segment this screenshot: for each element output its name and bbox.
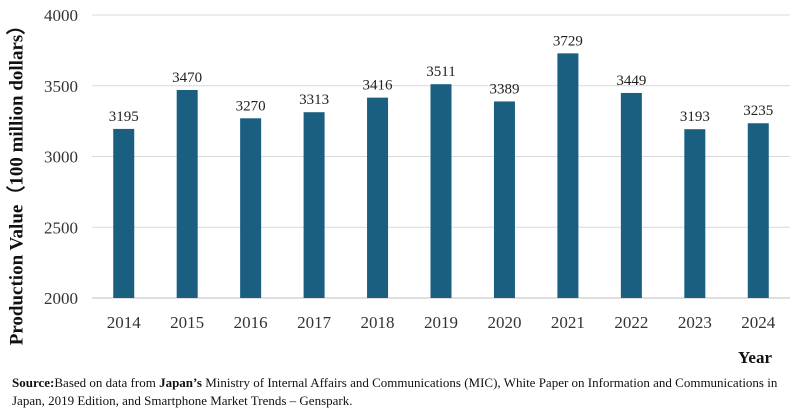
data-label: 3511 xyxy=(426,64,455,80)
data-label: 3729 xyxy=(553,33,583,49)
bar-chart: 2000 2500 3000 3500 4000 3195 3470 3270 3313 341… xyxy=(44,6,790,332)
bar xyxy=(493,101,515,298)
x-axis-title: Year xyxy=(738,348,772,367)
bar xyxy=(557,53,579,299)
y-axis-title-wrapper: Production Value（100 million dollars） xyxy=(0,0,30,360)
x-tick-label: 2020 xyxy=(487,313,521,332)
y-tick-label: 3000 xyxy=(44,148,78,167)
x-tick-label: 2024 xyxy=(741,313,776,332)
bars xyxy=(113,53,769,299)
data-label: 3270 xyxy=(236,98,266,114)
x-tick-label: 2018 xyxy=(361,313,395,332)
bar xyxy=(113,128,135,298)
data-label: 3449 xyxy=(616,73,646,89)
y-axis-title: Production Value（100 million dollars） xyxy=(6,15,28,345)
x-tick-label: 2017 xyxy=(297,313,332,332)
data-label: 3416 xyxy=(363,78,394,94)
x-tick-label: 2014 xyxy=(107,313,142,332)
bar xyxy=(303,112,325,298)
x-tick-label: 2015 xyxy=(170,313,204,332)
source-note: Source:Based on data from Japan’s Minist… xyxy=(12,374,797,410)
x-tick-label: 2021 xyxy=(551,313,585,332)
bar xyxy=(176,89,198,299)
y-tick-label: 4000 xyxy=(44,6,78,25)
y-tick-label: 2000 xyxy=(44,289,78,308)
data-labels: 3195 3470 3270 3313 3416 3511 3389 3729 3449 3193… xyxy=(109,33,774,125)
bar xyxy=(367,97,389,298)
x-tick-label: 2023 xyxy=(678,313,712,332)
data-label: 3193 xyxy=(680,109,710,125)
x-tick-label: 2022 xyxy=(614,313,648,332)
bar xyxy=(747,123,769,298)
source-emphasis: Japan’s xyxy=(159,375,202,390)
data-label: 3235 xyxy=(743,103,773,119)
x-axis-ticks: 2014 2015 2016 2017 2018 2019 2020 2021 2022 2023… xyxy=(107,313,776,332)
data-label: 3470 xyxy=(172,70,202,86)
y-tick-label: 2500 xyxy=(44,218,78,237)
y-tick-label: 3500 xyxy=(44,77,78,96)
bar xyxy=(620,92,642,299)
source-label: Source: xyxy=(12,375,55,390)
x-tick-label: 2019 xyxy=(424,313,458,332)
y-axis-ticks: 2000 2500 3000 3500 4000 xyxy=(44,6,78,308)
x-tick-label: 2016 xyxy=(234,313,268,332)
data-label: 3389 xyxy=(489,81,519,97)
bar xyxy=(240,118,262,298)
bar xyxy=(684,129,706,298)
data-label: 3195 xyxy=(109,109,139,125)
source-text-before: Based on data from xyxy=(54,375,160,390)
bar xyxy=(430,84,452,298)
data-label: 3313 xyxy=(299,92,329,108)
source-text-after: Ministry of Internal Affairs and Communi… xyxy=(12,375,778,408)
